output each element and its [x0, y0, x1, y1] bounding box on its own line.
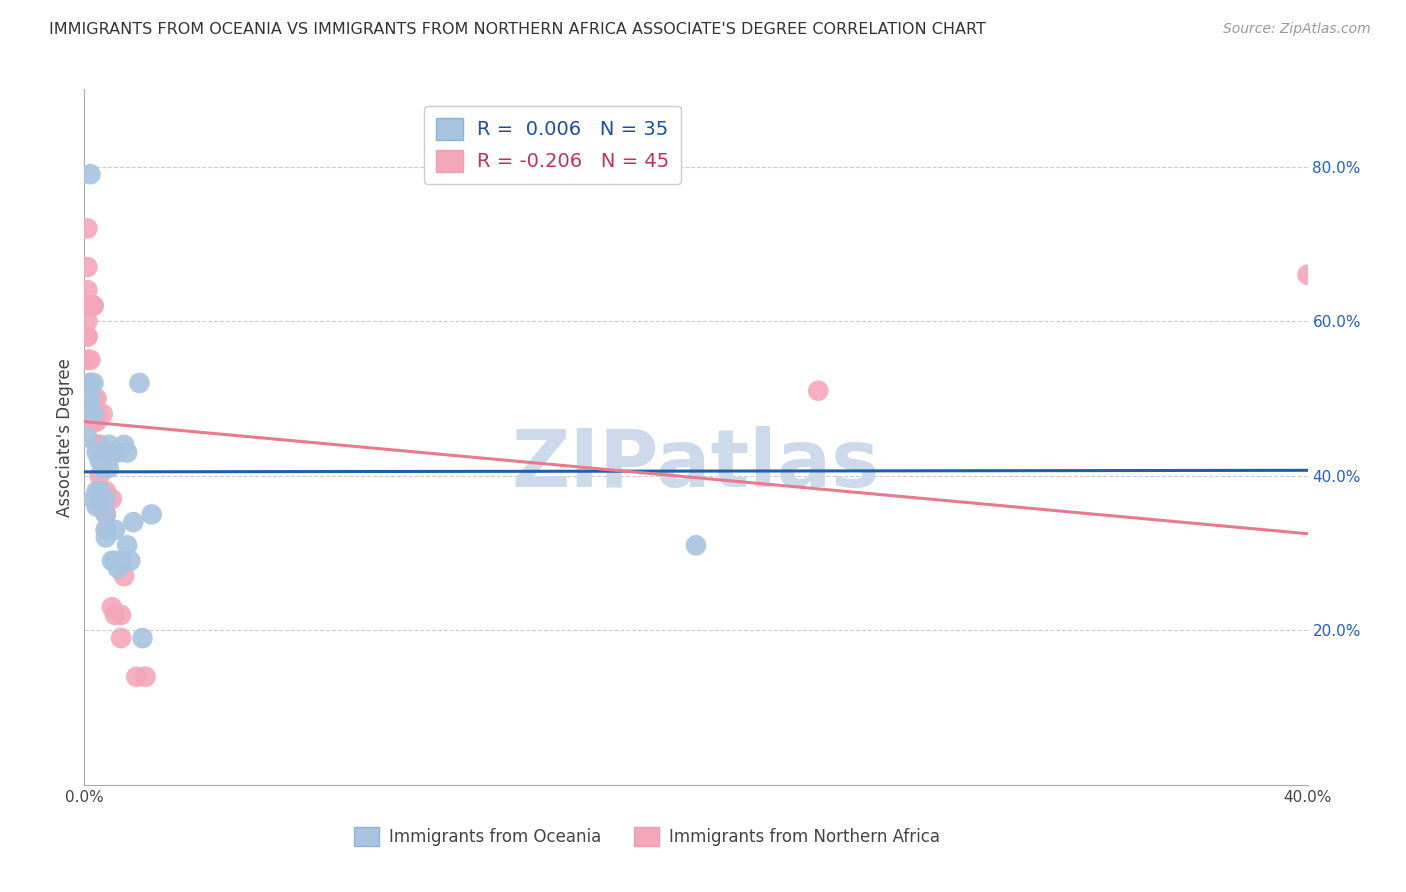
Point [79, 399, 101, 413]
Point [104, 607, 127, 622]
Point [86, 438, 108, 452]
Point [107, 445, 129, 459]
Y-axis label: Associate's Degree: Associate's Degree [56, 358, 75, 516]
Point [89, 453, 111, 467]
Point [1296, 268, 1319, 282]
Point [89, 468, 111, 483]
Point [101, 554, 124, 568]
Point [141, 508, 163, 522]
Point [83, 392, 105, 406]
Point [104, 523, 127, 537]
Point [807, 384, 830, 398]
Point [94, 508, 117, 522]
Point [76, 430, 98, 444]
Point [83, 407, 105, 421]
Point [76, 283, 98, 297]
Point [94, 445, 117, 459]
Point [104, 445, 127, 459]
Point [91, 445, 114, 459]
Point [79, 392, 101, 406]
Text: IMMIGRANTS FROM OCEANIA VS IMMIGRANTS FROM NORTHERN AFRICA ASSOCIATE'S DEGREE CO: IMMIGRANTS FROM OCEANIA VS IMMIGRANTS FR… [49, 22, 986, 37]
Point [79, 392, 101, 406]
Point [110, 631, 132, 645]
Point [89, 438, 111, 452]
Point [83, 376, 105, 390]
Point [86, 392, 108, 406]
Legend: Immigrants from Oceania, Immigrants from Northern Africa: Immigrants from Oceania, Immigrants from… [347, 821, 948, 853]
Point [86, 445, 108, 459]
Point [94, 531, 117, 545]
Point [101, 600, 124, 615]
Point [89, 484, 111, 499]
Point [89, 500, 111, 514]
Point [76, 221, 98, 235]
Point [97, 445, 120, 459]
Point [115, 445, 138, 459]
Text: ZIPatlas: ZIPatlas [512, 425, 880, 504]
Point [107, 561, 129, 575]
Point [83, 407, 105, 421]
Point [120, 554, 142, 568]
Point [112, 438, 135, 452]
Point [135, 670, 157, 684]
Point [79, 352, 101, 367]
Point [131, 631, 153, 645]
Point [79, 376, 101, 390]
Point [91, 461, 114, 475]
Point [685, 538, 707, 552]
Point [94, 523, 117, 537]
Point [76, 260, 98, 274]
Point [86, 500, 108, 514]
Point [76, 299, 98, 313]
Point [91, 407, 114, 421]
Point [104, 554, 127, 568]
Point [83, 491, 105, 506]
Point [86, 407, 108, 421]
Point [83, 407, 105, 421]
Point [94, 523, 117, 537]
Point [89, 484, 111, 499]
Point [76, 399, 98, 413]
Point [76, 329, 98, 343]
Point [122, 515, 145, 529]
Point [83, 415, 105, 429]
Point [94, 484, 117, 499]
Point [83, 299, 105, 313]
Point [86, 415, 108, 429]
Point [125, 670, 148, 684]
Point [110, 554, 132, 568]
Point [76, 314, 98, 328]
Point [86, 484, 108, 499]
Point [101, 491, 124, 506]
Point [94, 508, 117, 522]
Point [79, 392, 101, 406]
Point [79, 376, 101, 390]
Point [79, 167, 101, 181]
Point [76, 329, 98, 343]
Point [94, 491, 117, 506]
Point [128, 376, 150, 390]
Point [83, 299, 105, 313]
Point [97, 438, 120, 452]
Point [115, 538, 138, 552]
Point [97, 461, 120, 475]
Point [112, 569, 135, 583]
Point [76, 352, 98, 367]
Text: Source: ZipAtlas.com: Source: ZipAtlas.com [1223, 22, 1371, 37]
Point [110, 607, 132, 622]
